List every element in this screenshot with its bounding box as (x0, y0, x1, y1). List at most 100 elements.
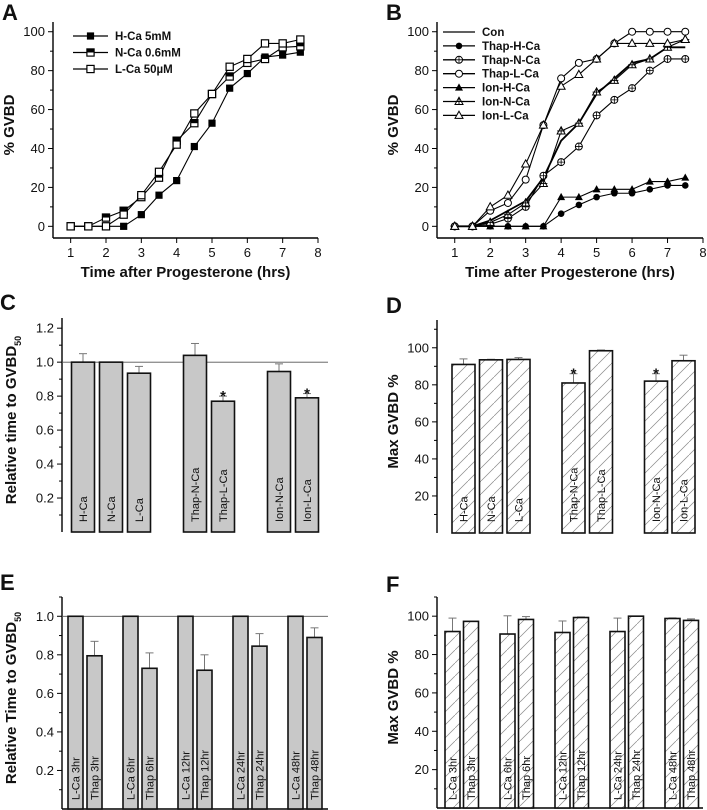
bar-label: Thap-L-Ca (218, 469, 230, 522)
data-point (155, 191, 163, 199)
data-point (574, 58, 583, 67)
data-point (279, 51, 287, 59)
y-tick-label: 40 (415, 451, 429, 466)
y-tick-label: 60 (415, 414, 429, 429)
legend-marker (86, 64, 95, 74)
y-tick-label: 0.6 (36, 423, 54, 438)
bar-label: L-Ca 3hr (448, 757, 460, 800)
bar (287, 615, 304, 810)
bar (506, 358, 531, 534)
data-point (609, 75, 620, 84)
bar (478, 359, 504, 534)
legend-item: H-Ca 5mM (73, 31, 171, 43)
data-point (296, 48, 304, 56)
legend-label: Ion-N-Ca (482, 97, 531, 109)
y-tick-label: 100 (407, 609, 429, 624)
bar (98, 361, 124, 533)
data-point (593, 193, 600, 201)
data-point (101, 213, 111, 222)
bar-label: L-Ca (134, 497, 146, 522)
bar (122, 615, 139, 810)
y-tick-label: 80 (415, 63, 429, 78)
data-point (119, 210, 128, 219)
data-point (207, 89, 217, 99)
bar-thap-3hr: Thap 3hr (462, 620, 480, 809)
legend-label: L-Ca 50µM (115, 64, 173, 76)
bar-l-ca-48hr: L-Ca 48hr (287, 615, 304, 810)
panel-letter: B (386, 0, 402, 25)
bar-label: Thap-N-Ca (190, 467, 202, 522)
y-tick-label: 0 (422, 219, 429, 234)
y-tick-label: 20 (415, 762, 429, 777)
bar-l-ca-24hr: L-Ca 24hr (232, 615, 249, 810)
bar-l-ca-3hr: L-Ca 3hr (444, 617, 461, 809)
legend-item: Ion-L-Ca (443, 110, 529, 122)
data-point (296, 42, 305, 51)
legend-label: Thap-N-Ca (482, 55, 541, 67)
series-line (70, 45, 301, 227)
bar (196, 669, 213, 810)
bar (561, 382, 586, 534)
data-point (485, 201, 496, 211)
legend-label: H-Ca 5mM (115, 31, 171, 43)
bar (462, 620, 480, 809)
data-point (173, 176, 181, 185)
bar (70, 361, 96, 533)
y-axis-label: Max GVBD % (385, 374, 402, 468)
bar (86, 654, 103, 810)
legend-item: Thap-L-Ca (443, 69, 539, 81)
bar-thap-24hr: Thap 24hr (627, 615, 645, 809)
panel-letter: C (0, 290, 16, 315)
data-point (681, 27, 690, 36)
panel-e: E 0.2 0.4 0.6 0.8 1.0 Relative Time to GVBD50 L… (0, 570, 328, 810)
y-tick-label: 0.4 (36, 457, 54, 472)
bar-label: Ion-N-Ca (651, 476, 663, 522)
x-tick-label: 7 (279, 245, 286, 260)
series-l-ca (66, 35, 305, 231)
data-point (66, 222, 75, 231)
data-point (503, 222, 512, 230)
legend-marker (454, 110, 464, 119)
panel-letter: D (386, 293, 402, 318)
x-tick-label: 5 (593, 245, 600, 260)
bar-thap-n-ca: Thap-N-Ca (182, 342, 208, 533)
y-tick-label: 100 (23, 24, 45, 39)
x-tick-label: 1 (451, 245, 458, 260)
significance-star: * (304, 386, 310, 403)
x-tick-label: 8 (699, 245, 706, 260)
y-tick-label: 0.2 (36, 491, 54, 506)
data-point (610, 185, 619, 193)
y-axis-label-text: Max GVBD % (385, 374, 402, 468)
data-point (644, 38, 655, 47)
panel-f: F 20 40 60 80 100 Max GVBD % L-Ca 3hr Thap 3hr L-… (385, 572, 703, 809)
bar-label: Thap 6hr (145, 756, 157, 800)
bar-label: Thap 3hr (90, 756, 102, 800)
bar-l-ca-6hr: L-Ca 6hr (499, 615, 516, 809)
legend-label: Ion-L-Ca (482, 110, 529, 122)
data-point (557, 74, 566, 83)
data-point (645, 66, 654, 75)
bar-thap-n-ca: Thap-N-Ca * (561, 366, 586, 534)
data-point (556, 80, 566, 90)
bar-ion-l-ca: Ion-L-Ca (671, 354, 696, 534)
data-point (467, 221, 478, 230)
y-tick-label: 1.2 (36, 321, 54, 336)
significance-star: * (571, 366, 577, 383)
bar-l-ca: L-Ca (506, 357, 531, 534)
series-line (70, 38, 301, 227)
legend-marker (455, 69, 463, 78)
data-point (539, 222, 548, 230)
y-axis-label: Relative Time to GVBD50 (3, 612, 23, 784)
data-point (120, 222, 128, 230)
data-point (521, 222, 530, 230)
legend-marker (86, 32, 95, 40)
panel-b: B 0 20 40 60 80 100 % GVBD 1 2 3 4 5 6 7 8 Time after Pr… (385, 0, 707, 281)
data-point (520, 197, 531, 207)
legend-item: Thap-H-Ca (443, 41, 541, 53)
y-tick-label: 0 (38, 219, 45, 234)
y-tick-label: 20 (415, 488, 429, 503)
data-point (681, 54, 690, 63)
data-point (172, 140, 181, 149)
data-point (538, 119, 549, 129)
